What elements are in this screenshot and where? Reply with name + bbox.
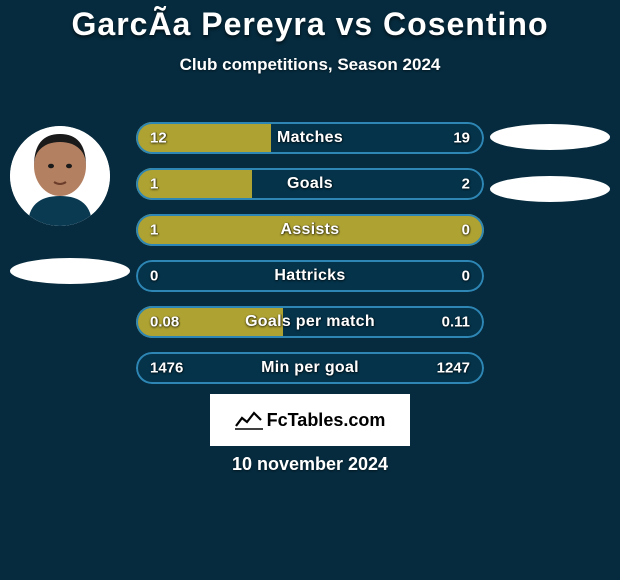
placeholder-oval: [490, 176, 610, 202]
placeholder-oval: [490, 124, 610, 150]
branding-box: FcTables.com: [210, 394, 410, 446]
stat-row: 00Hattricks: [136, 260, 484, 292]
stat-bars: 1219Matches 12Goals 10Assists 00Hattricks 0.…: [136, 122, 484, 398]
stat-row: 14761247Min per goal: [136, 352, 484, 384]
avatar-icon: [10, 126, 110, 226]
stat-label: Min per goal: [136, 359, 484, 377]
footer-date: 10 november 2024: [0, 454, 620, 475]
stat-label: Goals per match: [136, 313, 484, 331]
stat-row: 0.080.11Goals per match: [136, 306, 484, 338]
placeholder-oval: [10, 258, 130, 284]
stat-label: Goals: [136, 175, 484, 193]
stat-label: Assists: [136, 221, 484, 239]
stat-row: 10Assists: [136, 214, 484, 246]
stat-label: Hattricks: [136, 267, 484, 285]
branding-text: FcTables.com: [267, 410, 386, 431]
comparison-infographic: GarcÃ­a Pereyra vs Cosentino Club compet…: [0, 0, 620, 580]
page-subtitle: Club competitions, Season 2024: [0, 55, 620, 75]
player-left-avatar: [10, 126, 110, 226]
chart-icon: [235, 410, 263, 430]
stat-row: 12Goals: [136, 168, 484, 200]
stat-label: Matches: [136, 129, 484, 147]
stat-row: 1219Matches: [136, 122, 484, 154]
page-title: GarcÃ­a Pereyra vs Cosentino: [0, 0, 620, 43]
